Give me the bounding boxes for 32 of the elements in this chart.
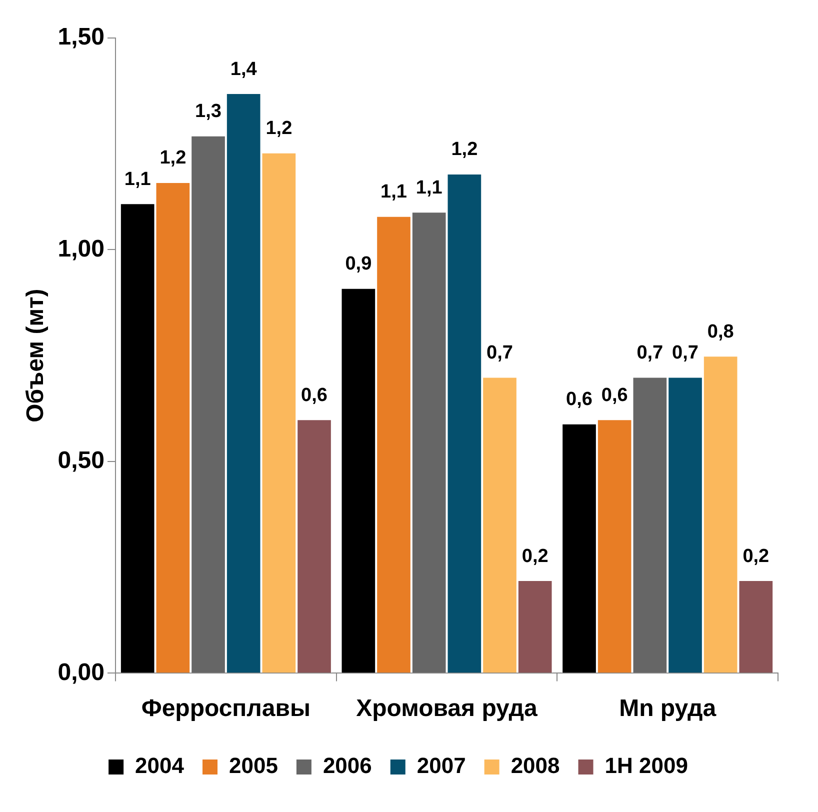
data-label: 1,3 xyxy=(195,101,222,122)
y-tick-label: 0,50 xyxy=(58,447,105,474)
data-label: 0,2 xyxy=(522,546,548,567)
data-label: 0,6 xyxy=(301,384,328,406)
data-label: 0,2 xyxy=(742,546,770,567)
data-label: 1,2 xyxy=(451,139,478,160)
legend-label: 1H 2009 xyxy=(604,753,688,778)
legend-label: 2007 xyxy=(416,753,466,778)
y-tick-label: 1,00 xyxy=(58,235,105,262)
data-label: 1,2 xyxy=(266,118,292,140)
y-tick-label: 0,00 xyxy=(58,658,105,686)
data-label: 1,4 xyxy=(230,58,258,80)
data-label: 1,1 xyxy=(416,177,443,198)
legend-label: 2005 xyxy=(229,753,278,778)
y-axis-title: Объем (мт) xyxy=(22,288,50,422)
x-tick-label: Mn руда xyxy=(619,695,717,722)
x-tick-label: Ферросплавы xyxy=(141,695,311,722)
y-tick-label: 1,50 xyxy=(58,24,105,51)
data-label: 0,6 xyxy=(566,389,592,410)
legend-label: 2006 xyxy=(322,753,372,778)
data-label: 0,8 xyxy=(707,321,734,342)
data-label: 0,7 xyxy=(672,342,698,364)
data-label: 0,6 xyxy=(601,384,628,406)
data-label: 0,7 xyxy=(636,342,664,364)
data-label: 0,7 xyxy=(486,342,513,364)
data-label: 1,2 xyxy=(160,148,186,169)
x-tick-label: Хромовая руда xyxy=(356,695,538,722)
legend-label: 2008 xyxy=(510,753,560,778)
data-label: 0,9 xyxy=(345,254,372,275)
legend-label: 2004 xyxy=(135,753,185,778)
data-label: 1,1 xyxy=(124,168,152,190)
data-label: 1,1 xyxy=(380,182,408,203)
